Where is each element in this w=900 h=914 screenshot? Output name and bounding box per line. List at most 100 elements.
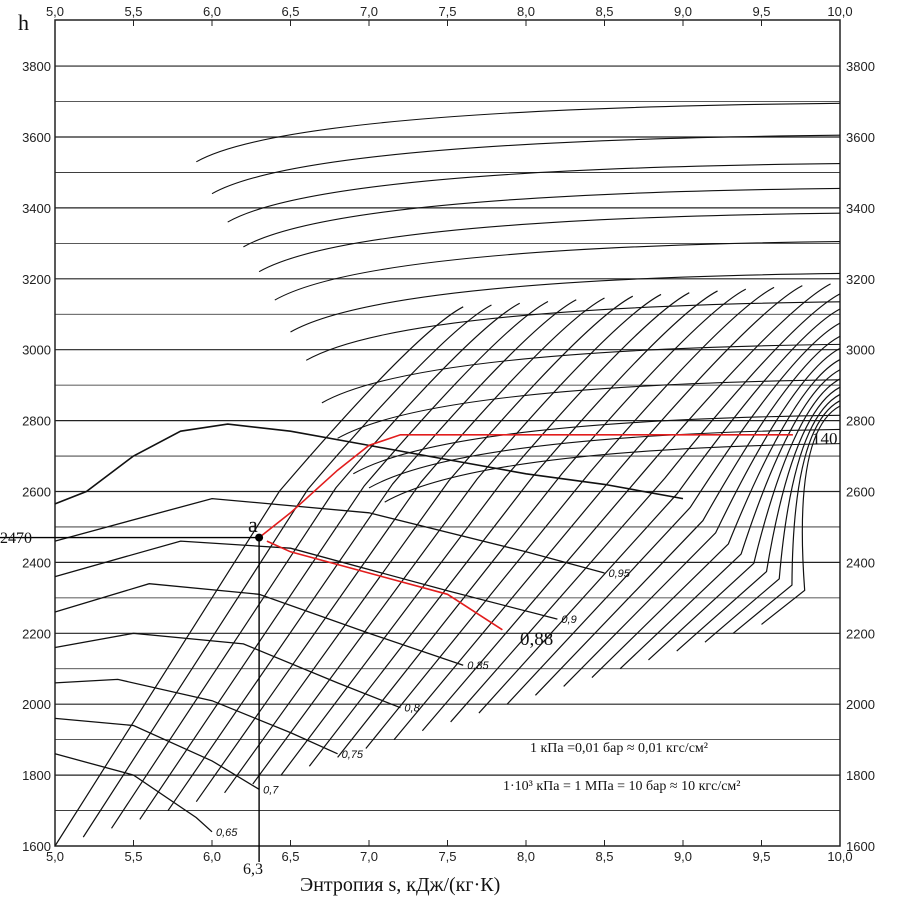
y-tick-label-right: 3200 bbox=[846, 272, 875, 287]
isobar-line bbox=[393, 285, 803, 741]
x-tick-label-top: 5,0 bbox=[46, 4, 64, 19]
y-tick-label-right: 2400 bbox=[846, 555, 875, 570]
x-tick-label-bottom: 10,0 bbox=[827, 849, 852, 864]
note-line-1: 1 кПа =0,01 бар ≈ 0,01 кгс/см² bbox=[530, 741, 708, 756]
isobar-line bbox=[534, 335, 841, 696]
quality-curve-label: 0,7 bbox=[263, 784, 279, 796]
y-tick-label-right: 3800 bbox=[846, 59, 875, 74]
quality-line bbox=[54, 497, 605, 574]
isobar-line bbox=[478, 308, 841, 714]
quality-line bbox=[54, 717, 260, 790]
y-tick-label-left: 2600 bbox=[22, 484, 51, 499]
x-tick-label-top: 8,0 bbox=[517, 4, 535, 19]
quality-line bbox=[54, 753, 213, 833]
quality-088-label: 0,88 bbox=[520, 629, 553, 650]
x-axis-label: Энтропия s, кДж/(кг·К) bbox=[300, 874, 500, 896]
isotherm-line bbox=[274, 241, 841, 301]
isotherm-line bbox=[196, 102, 841, 163]
isotherm-line bbox=[243, 187, 841, 248]
isotherm-line bbox=[321, 343, 841, 404]
quality-line bbox=[54, 540, 558, 620]
x-tick-label-bottom: 9,0 bbox=[674, 849, 692, 864]
isobar-line bbox=[676, 386, 841, 652]
isobar-line bbox=[111, 302, 521, 829]
x-tick-label-top: 9,0 bbox=[674, 4, 692, 19]
x-tick-label-bottom: 7,0 bbox=[360, 849, 378, 864]
isobar-line bbox=[365, 286, 775, 749]
isobar-line bbox=[450, 293, 841, 723]
y-tick-label-right: 1800 bbox=[846, 768, 875, 783]
isotherm-line bbox=[353, 414, 841, 475]
quality-curve-label: 0,95 bbox=[609, 568, 631, 580]
curve-labels: 0,95 0,9 0,85 0,8 0,75 0,7 0,65 bbox=[216, 568, 631, 839]
isobar-line bbox=[280, 292, 690, 776]
x-tick-label-top: 10,0 bbox=[827, 4, 852, 19]
isotherm-line bbox=[290, 272, 841, 333]
quality-curve-label: 0,65 bbox=[216, 827, 238, 839]
y-tick-label-left: 3800 bbox=[22, 59, 51, 74]
x-tick-label-top: 6,5 bbox=[281, 4, 299, 19]
quality-curve-label: 0,85 bbox=[467, 660, 489, 672]
isobar-line bbox=[308, 290, 718, 767]
y-tick-label-left: 2800 bbox=[22, 414, 51, 429]
isobar-line bbox=[563, 347, 841, 687]
y-tick-label-right: 1600 bbox=[846, 839, 875, 854]
isobar-line bbox=[139, 300, 549, 820]
x-tick-label-bottom: 5,5 bbox=[124, 849, 142, 864]
quality-line bbox=[54, 678, 338, 755]
y-tick-label-left: 2400 bbox=[22, 555, 51, 570]
point-a-marker bbox=[255, 533, 264, 542]
isobar-line bbox=[82, 304, 492, 838]
h-value-label: 2470 bbox=[0, 530, 32, 547]
y-tick-label-right: 2600 bbox=[846, 484, 875, 499]
y-tick-label-right: 2000 bbox=[846, 697, 875, 712]
y-tick-label-right: 3000 bbox=[846, 343, 875, 358]
isobar-line bbox=[732, 400, 841, 634]
isotherm-line bbox=[384, 443, 841, 503]
x-tick-label-top: 7,0 bbox=[360, 4, 378, 19]
x-tick-label-top: 7,5 bbox=[438, 4, 456, 19]
isobar-line bbox=[704, 393, 841, 643]
isotherm-line bbox=[305, 301, 841, 361]
isotherm-line bbox=[227, 163, 841, 223]
diagram-curves bbox=[54, 102, 841, 847]
x-tick-label-bottom: 8,0 bbox=[517, 849, 535, 864]
quality-curve-label: 0,9 bbox=[561, 614, 576, 626]
isotherm-line bbox=[258, 212, 841, 273]
x-tick-label-top: 8,5 bbox=[595, 4, 613, 19]
saturation-curve bbox=[54, 423, 684, 505]
x-tick-label-bottom: 9,5 bbox=[752, 849, 770, 864]
x-tick-label-bottom: 6,5 bbox=[281, 849, 299, 864]
isobar-line bbox=[252, 293, 662, 785]
isobar-line bbox=[421, 283, 831, 732]
x-tick-label-top: 9,5 bbox=[752, 4, 770, 19]
highlight-lines bbox=[0, 434, 793, 862]
y-tick-label-left: 3400 bbox=[22, 201, 51, 216]
y-tick-label-right: 2800 bbox=[846, 414, 875, 429]
y-tick-label-left: 2000 bbox=[22, 697, 51, 712]
axis-ticks: 5,0 5,0 5,5 5,5 6,0 6,0 6,5 6,5 7,0 7,0 7,5 7,5 8,0 8… bbox=[22, 4, 875, 864]
expansion-line-red bbox=[266, 540, 503, 631]
x-tick-label-bottom: 5,0 bbox=[46, 849, 64, 864]
isotherm-line bbox=[211, 134, 841, 195]
y-tick-label-left: 2200 bbox=[22, 626, 51, 641]
quality-curve-label: 0,75 bbox=[342, 749, 364, 761]
quality-curve-label: 0,8 bbox=[404, 703, 420, 715]
x-tick-label-bottom: 6,0 bbox=[203, 849, 221, 864]
isotherm-line bbox=[337, 379, 841, 439]
isobar-line bbox=[54, 306, 464, 847]
isotherm-line bbox=[368, 428, 841, 489]
isobar-line bbox=[337, 288, 747, 758]
grid-lines bbox=[54, 19, 841, 847]
x-tick-label-bottom: 8,5 bbox=[595, 849, 613, 864]
y-tick-label-right: 3600 bbox=[846, 130, 875, 145]
isobar-line bbox=[506, 322, 841, 705]
x-tick-label-bottom: 7,5 bbox=[438, 849, 456, 864]
process-line-red bbox=[258, 434, 793, 539]
isobar-line bbox=[591, 359, 841, 679]
isobar-line bbox=[167, 299, 577, 811]
s-value-label: 6,3 bbox=[243, 861, 263, 878]
y-tick-label-left: 1600 bbox=[22, 839, 51, 854]
y-tick-label-left: 3000 bbox=[22, 343, 51, 358]
